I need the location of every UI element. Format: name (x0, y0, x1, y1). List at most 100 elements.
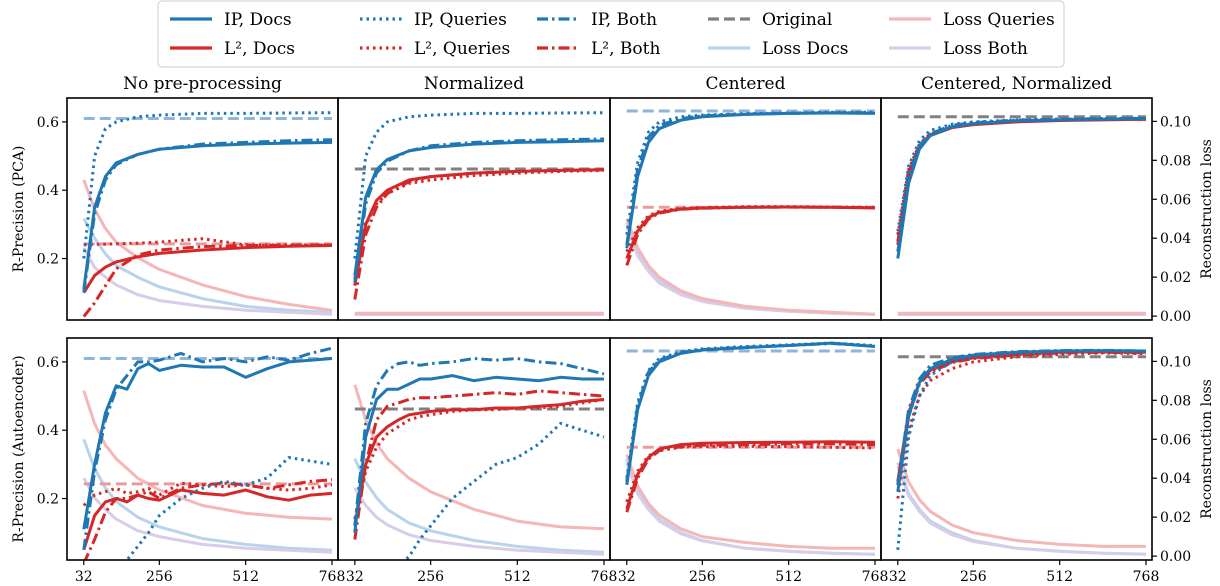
plot-area (353, 357, 605, 560)
panel-frame (880, 97, 1153, 321)
series-l2-both (83, 478, 333, 560)
series-loss-queries (353, 384, 605, 531)
series-l2-both (353, 168, 605, 300)
row-ylabel-2: R-Precision (Autoencoder) (11, 355, 27, 542)
panel-r1-c2 (337, 97, 611, 321)
series-ip-docs (82, 357, 333, 530)
plot-area (625, 341, 876, 556)
series-loss-queries (896, 448, 1146, 548)
x-tick-label: 512 (775, 569, 802, 585)
x-tick-label: 32 (75, 569, 93, 585)
series-ip-both (896, 117, 1147, 252)
series-l2-docs (353, 168, 605, 287)
series-ip-docs (353, 139, 605, 276)
series-ip-both (625, 342, 876, 482)
panel-r2-c4: 0.00 0.02 0.04 0.06 0.08 0.10 32 256 512 768 (880, 337, 1191, 585)
series-ip-both (896, 348, 1147, 486)
series-l2-docs (896, 117, 1147, 246)
panels: 0.20.40.6 0.000.020.040.060.080.10 0.2 0.4 0… (37, 97, 1191, 585)
panel-frame (609, 97, 882, 321)
series-l2-docs (82, 488, 333, 551)
right-ylabel-2: Reconstruction loss (1199, 379, 1215, 519)
series-loss-queries (625, 218, 876, 316)
x-tick-label: 32 (346, 569, 364, 585)
y2-tick-label: 0.04 (1160, 471, 1191, 487)
column-title-4: Centered, Normalized (921, 74, 1112, 94)
legend-item-ip-docs: IP, Docs (170, 10, 292, 30)
series-loss-docs (625, 222, 876, 316)
legend-label-loss-docs: Loss Docs (762, 39, 849, 59)
y-tick-label: 0.2 (37, 252, 59, 268)
legend-item-original: Original (708, 10, 832, 30)
legend-item-loss-both: Loss Both (889, 39, 1028, 59)
series-l2-docs (625, 205, 876, 260)
legend-item-loss-queries: Loss Queries (889, 10, 1055, 30)
y2-tick-label: 0.10 (1160, 354, 1191, 370)
series-ip-queries (353, 111, 605, 259)
series-loss-docs (82, 217, 333, 314)
panel-frame (66, 97, 339, 321)
series-ip-docs (896, 349, 1147, 492)
x-tick-label: 512 (232, 569, 259, 585)
x-tick-label: 32 (618, 569, 636, 585)
legend: IP, Docs IP, Queries IP, Both Original Loss … (157, 0, 1065, 68)
series-ip-both (625, 111, 875, 246)
series-loss-both (353, 487, 605, 556)
panel-r1-c4: 0.00 0.02 0.04 0.06 0.08 0.10 (880, 97, 1191, 325)
series-l2-queries (896, 117, 1147, 235)
x-tick-label: 768 (591, 569, 618, 585)
series-ip-both (82, 138, 333, 293)
legend-label-ip-both: IP, Both (591, 10, 657, 30)
x-tick-label: 512 (1046, 569, 1073, 585)
series-loss-docs (82, 438, 333, 552)
series-ip-queries (896, 116, 1147, 232)
x-tick-label: 768 (862, 569, 889, 585)
legend-label-ip-docs: IP, Docs (224, 10, 292, 30)
y2-tick-label: 0.00 (1160, 309, 1191, 325)
plot-area (353, 111, 605, 316)
series-loss-both (82, 477, 333, 554)
plot-area (82, 346, 333, 560)
series-loss-docs (353, 458, 605, 554)
series-loss-both (625, 225, 876, 316)
series-l2-both (896, 117, 1147, 242)
y2-tick-label: 0.10 (1160, 114, 1191, 130)
legend-label-original: Original (762, 10, 832, 30)
plot-area (625, 109, 876, 316)
series-loss-both (896, 465, 1147, 556)
series-ip-docs (625, 341, 876, 486)
series-ip-queries (82, 111, 333, 259)
legend-label-l2-queries: L², Queries (414, 39, 510, 59)
panel-r1-c1: 0.2 0.4 0.6 (37, 97, 339, 321)
plot-area (896, 115, 1147, 316)
series-ip-both (353, 137, 605, 283)
x-tick-label: 256 (417, 569, 444, 585)
series-loss-queries (82, 179, 333, 312)
legend-frame (157, 0, 1065, 68)
legend-label-loss-both: Loss Both (943, 39, 1028, 59)
x-tick-label: 256 (146, 569, 173, 585)
series-l2-both (82, 243, 333, 318)
legend-label-l2-both: L², Both (591, 39, 660, 59)
right-ylabel-1: Reconstruction loss (1199, 139, 1215, 279)
series-ip-docs (82, 140, 333, 290)
series-l2-both (625, 205, 876, 266)
column-title-3: Centered (706, 74, 786, 94)
series-l2-both (353, 389, 605, 540)
panel-r2-c1: 0.2 0.4 0.6 32 256 512 768 (37, 337, 345, 585)
y2-tick-label: 0.06 (1160, 432, 1191, 448)
x-tick-label: 256 (689, 569, 716, 585)
series-l2-docs (82, 244, 333, 294)
series-l2-queries (896, 351, 1147, 499)
column-title-2: Normalized (424, 74, 524, 94)
series-ip-queries (896, 349, 1147, 550)
y-tick-label: 0.4 (37, 423, 59, 439)
column-titles: No pre-processing Normalized Centered Cente… (123, 74, 1112, 94)
legend-item-ip-queries: IP, Queries (360, 10, 507, 30)
legend-item-l2-queries: L², Queries (360, 39, 510, 59)
y2-tick-label: 0.08 (1160, 393, 1191, 409)
legend-item-l2-docs: L², Docs (170, 39, 295, 59)
series-loss-docs (625, 458, 876, 556)
panel-r2-c2: 32 256 512 768 (337, 337, 618, 585)
